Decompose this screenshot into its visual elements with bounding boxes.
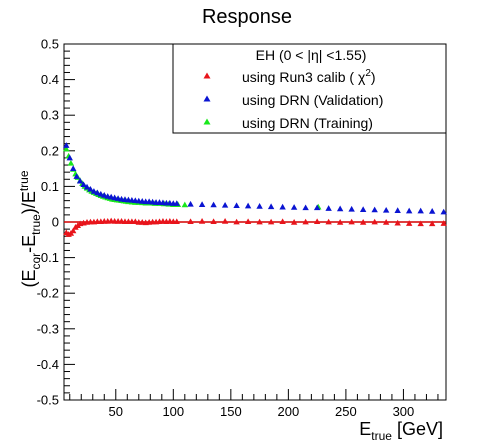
data-markers [63,142,447,237]
marker-using-run3-calib-2 [348,218,355,225]
legend-label-drn-validation: using DRN (Validation) [242,92,383,108]
marker-using-drn-validation [417,207,424,214]
y-tick-label: 0 [52,215,59,230]
marker-using-run3-calib-2 [244,218,252,225]
axes: -0.5 -0.4 -0.3 -0.2 -0.1 0 0.1 0.2 0.3 0.4 0.5 50 10… [37,37,447,419]
marker-using-run3-calib-2 [382,219,390,225]
marker-using-drn-validation [394,207,401,214]
y-axis-label: (Ecor-Etrue)/Etrue [17,170,43,287]
marker-using-drn-training [67,159,75,166]
marker-using-drn-validation [336,205,344,212]
marker-using-drn-validation [221,201,229,208]
marker-using-drn-validation [233,202,240,209]
marker-using-run3-calib-2 [198,217,206,224]
y-tick-label: -0.1 [37,250,59,265]
marker-using-run3-calib-2 [173,218,180,225]
marker-using-run3-calib-2 [417,220,424,227]
marker-using-drn-validation [267,203,275,210]
marker-using-run3-calib-2 [336,219,344,225]
x-tick-label: 50 [109,404,123,419]
marker-using-run3-calib-2 [405,220,413,226]
legend-entry-drn-training: using DRN (Training) [203,115,373,131]
marker-using-drn-validation [325,205,332,211]
marker-using-drn-validation [428,208,436,214]
y-tick-label: 0.2 [41,143,59,158]
legend-marker-run3 [203,72,211,79]
marker-using-run3-calib-2 [313,218,321,225]
marker-using-run3-calib-2 [221,217,229,224]
marker-using-run3-calib-2 [302,218,309,225]
legend-box [172,43,447,134]
marker-using-run3-calib-2 [187,218,194,225]
marker-using-run3-calib-2 [279,218,286,225]
marker-using-run3-calib-2 [371,218,378,225]
marker-using-drn-validation [371,206,378,213]
marker-using-drn-validation [83,183,91,190]
marker-using-drn-validation [63,142,70,148]
marker-using-run3-calib-2 [70,227,77,234]
marker-using-drn-validation [97,190,105,197]
marker-using-drn-validation [405,207,413,214]
marker-using-drn-validation [313,204,321,211]
y-tick-label: 0.4 [41,72,59,87]
marker-using-run3-calib-2 [290,219,298,225]
marker-using-run3-calib-2 [394,219,401,226]
marker-using-drn-validation [101,192,108,198]
marker-using-run3-calib-2 [359,219,367,225]
x-tick-label: 250 [335,404,357,419]
chart-title: Response [202,6,292,28]
legend-title: EH (0 < |η| <1.55) [256,47,367,63]
marker-using-drn-validation [66,154,73,161]
legend-marker-drn-validation [203,95,211,102]
x-axis-label: Etrue [GeV] [359,419,443,443]
marker-using-drn-validation [348,205,355,212]
marker-using-drn-validation [359,206,367,212]
legend-label-run3: using Run3 calib ( χ2) [242,68,376,85]
marker-using-drn-validation [198,201,206,207]
legend-entry-drn-validation: using DRN (Validation) [203,92,383,108]
legend-marker-drn-training [203,118,211,125]
marker-using-drn-validation [94,189,101,196]
marker-using-run3-calib-2 [233,218,240,225]
legend: EH (0 < |η| <1.55) using Run3 calib ( χ2… [172,43,447,134]
marker-using-drn-validation [70,165,77,171]
x-tick-label: 200 [278,404,300,419]
marker-using-drn-validation [87,185,94,192]
x-tick-label: 100 [162,404,184,419]
marker-using-drn-validation [187,200,194,207]
legend-label-drn-training: using DRN (Training) [242,115,373,131]
marker-using-drn-validation [210,201,217,208]
y-tick-label: 0.3 [41,108,59,123]
marker-using-run3-calib-2 [440,220,447,226]
x-tick-label: 300 [393,404,415,419]
marker-using-run3-calib-2 [428,220,436,227]
marker-using-drn-validation [90,188,98,194]
marker-using-drn-training [181,201,189,208]
y-tick-label: -0.3 [37,321,59,336]
marker-using-drn-validation [76,177,84,184]
y-tick-label: 0.5 [41,37,59,52]
marker-using-drn-validation [244,202,252,209]
marker-using-run3-calib-2 [256,218,263,225]
y-tick-label: -0.4 [37,357,59,372]
marker-using-drn-validation [173,200,180,206]
y-tick-label: -0.2 [37,286,59,301]
y-tick-label: -0.5 [37,393,59,408]
marker-using-drn-validation [73,173,80,179]
marker-using-drn-validation [440,208,447,215]
marker-using-drn-validation [302,204,309,211]
x-tick-label: 150 [220,404,242,419]
marker-using-run3-calib-2 [325,218,332,225]
marker-using-drn-validation [290,204,298,210]
marker-using-run3-calib-2 [210,218,217,225]
marker-using-run3-calib-2 [267,218,275,225]
legend-entry-run3: using Run3 calib ( χ2) [203,68,376,85]
marker-using-drn-validation [382,206,390,213]
marker-using-drn-validation [80,181,87,188]
marker-using-drn-training [63,145,70,152]
marker-using-drn-validation [256,203,263,209]
marker-using-drn-validation [279,203,286,210]
y-tick-label: 0.1 [41,179,59,194]
